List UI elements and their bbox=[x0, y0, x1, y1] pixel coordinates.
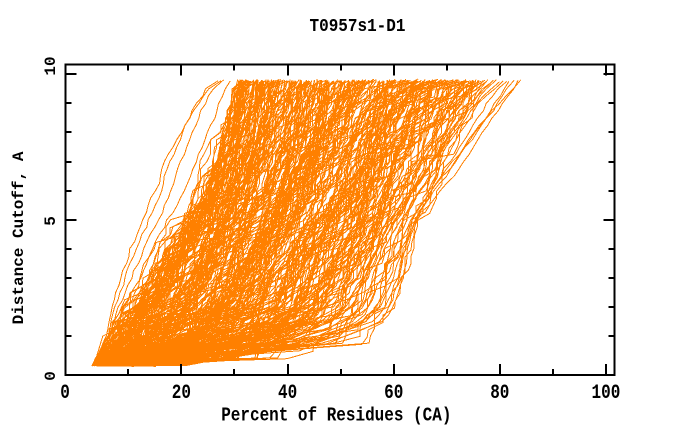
svg-text:Percent of Residues (CA): Percent of Residues (CA) bbox=[221, 405, 451, 427]
svg-text:80: 80 bbox=[490, 383, 509, 405]
svg-text:40: 40 bbox=[278, 383, 297, 405]
svg-text:0: 0 bbox=[60, 383, 70, 405]
svg-text:10: 10 bbox=[42, 56, 60, 75]
svg-text:100: 100 bbox=[591, 383, 620, 405]
svg-text:5: 5 bbox=[42, 216, 60, 226]
svg-text:20: 20 bbox=[172, 383, 191, 405]
svg-text:Distance Cutoff, A: Distance Cutoff, A bbox=[10, 151, 28, 324]
svg-text:0: 0 bbox=[42, 371, 60, 381]
svg-text:60: 60 bbox=[384, 383, 403, 405]
svg-text:T0957s1-D1: T0957s1-D1 bbox=[310, 17, 406, 37]
